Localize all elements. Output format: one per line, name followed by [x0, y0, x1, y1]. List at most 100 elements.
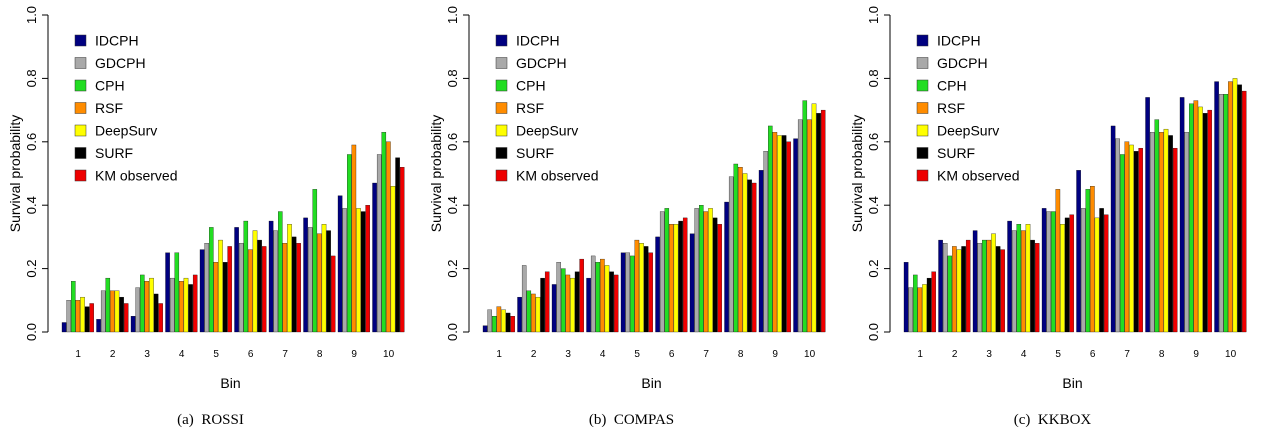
bar: [123, 303, 129, 333]
x-tick-label: 10: [804, 349, 816, 360]
bar: [712, 217, 718, 333]
bar: [1085, 189, 1091, 333]
y-tick-label: 0.4: [866, 196, 881, 214]
bar: [1189, 103, 1194, 333]
bar: [287, 224, 292, 333]
bar: [570, 277, 575, 333]
x-tick-label: 9: [772, 349, 778, 360]
bar: [1103, 214, 1109, 333]
y-tick-label: 1.0: [866, 6, 881, 24]
bar: [1120, 154, 1125, 333]
bar: [728, 176, 734, 333]
legend-swatch: [74, 57, 87, 69]
bar: [1090, 186, 1095, 333]
chart-svg: 0.0 0.2 0.4 0.6 0.8 1.0 Survival probability 1 2…: [428, 6, 826, 391]
bar: [1179, 97, 1185, 333]
legend-label: SURF: [516, 145, 554, 161]
bar: [257, 239, 262, 333]
bar: [399, 167, 405, 333]
bar: [84, 306, 90, 333]
x-tick-label: 10: [383, 349, 395, 360]
bar: [119, 296, 124, 333]
bar: [517, 296, 522, 333]
bar: [342, 208, 347, 333]
legend-label: KM observed: [937, 168, 1019, 184]
bar: [1046, 211, 1051, 333]
x-tick-label: 3: [565, 349, 571, 360]
bar: [917, 287, 923, 333]
bar: [625, 252, 630, 333]
bar: [1241, 90, 1247, 333]
bar: [535, 296, 541, 333]
bar: [643, 246, 649, 333]
bar: [678, 220, 683, 333]
bar: [903, 262, 909, 333]
bar: [268, 220, 274, 333]
bar: [1214, 81, 1219, 333]
bar: [982, 239, 987, 333]
bar: [501, 309, 506, 333]
bar: [694, 208, 699, 333]
legend-swatch: [916, 169, 929, 182]
y-tick-label: 0.2: [445, 260, 460, 278]
legend-swatch: [916, 102, 929, 114]
bar: [330, 255, 336, 333]
x-tick-label: 6: [248, 349, 254, 360]
bar: [351, 144, 357, 333]
x-tick-label: 1: [75, 349, 81, 360]
x-axis-label: Bin: [641, 375, 661, 391]
bar: [1016, 224, 1022, 333]
x-tick-label: 7: [282, 349, 288, 360]
bar: [763, 151, 768, 333]
x-tick-label: 8: [317, 349, 323, 360]
bar: [931, 271, 936, 333]
bar: [604, 265, 610, 333]
bar: [521, 265, 527, 333]
bar: [278, 211, 283, 333]
bar: [977, 243, 982, 333]
legend-swatch: [916, 79, 929, 92]
chart-panel-kkbox: 0.0 0.2 0.4 0.6 0.8 1.0 Survival probability 1 2…: [842, 0, 1263, 444]
bar: [781, 135, 787, 333]
bar: [321, 224, 327, 333]
bar: [1232, 78, 1238, 333]
bar: [972, 230, 978, 333]
legend-swatch: [916, 124, 929, 137]
bar: [135, 287, 140, 333]
bar: [1138, 147, 1143, 333]
bar: [811, 103, 817, 333]
bar: [1094, 217, 1100, 333]
legend-label: IDCPH: [95, 33, 139, 49]
bar: [312, 189, 318, 333]
bar: [96, 319, 101, 333]
bar: [80, 296, 85, 333]
legend-label: DeepSurv: [937, 123, 999, 139]
x-tick-label: 9: [1193, 349, 1199, 360]
bar: [565, 274, 571, 333]
bar: [738, 167, 743, 333]
bar: [296, 243, 301, 333]
bar: [574, 271, 580, 333]
bar: [708, 208, 713, 333]
bar: [183, 277, 189, 333]
legend-label: CPH: [937, 78, 967, 94]
x-tick-label: 9: [351, 349, 357, 360]
legend-swatch: [74, 102, 87, 114]
bar: [1021, 230, 1026, 333]
caption-title: KKBOX: [1037, 412, 1092, 428]
caption-title: ROSSI: [201, 412, 244, 428]
bar: [586, 277, 591, 333]
bar: [947, 255, 953, 333]
bar: [630, 255, 635, 333]
legend-swatch: [74, 169, 87, 182]
x-axis-label: Bin: [1062, 375, 1082, 391]
bar: [1154, 119, 1160, 333]
bar: [1064, 217, 1070, 333]
bar: [956, 249, 962, 333]
bar: [1115, 138, 1120, 333]
bar: [381, 132, 387, 333]
bar: [772, 132, 778, 333]
x-tick-label: 5: [213, 349, 219, 360]
bar: [747, 179, 752, 333]
bar: [655, 236, 660, 333]
